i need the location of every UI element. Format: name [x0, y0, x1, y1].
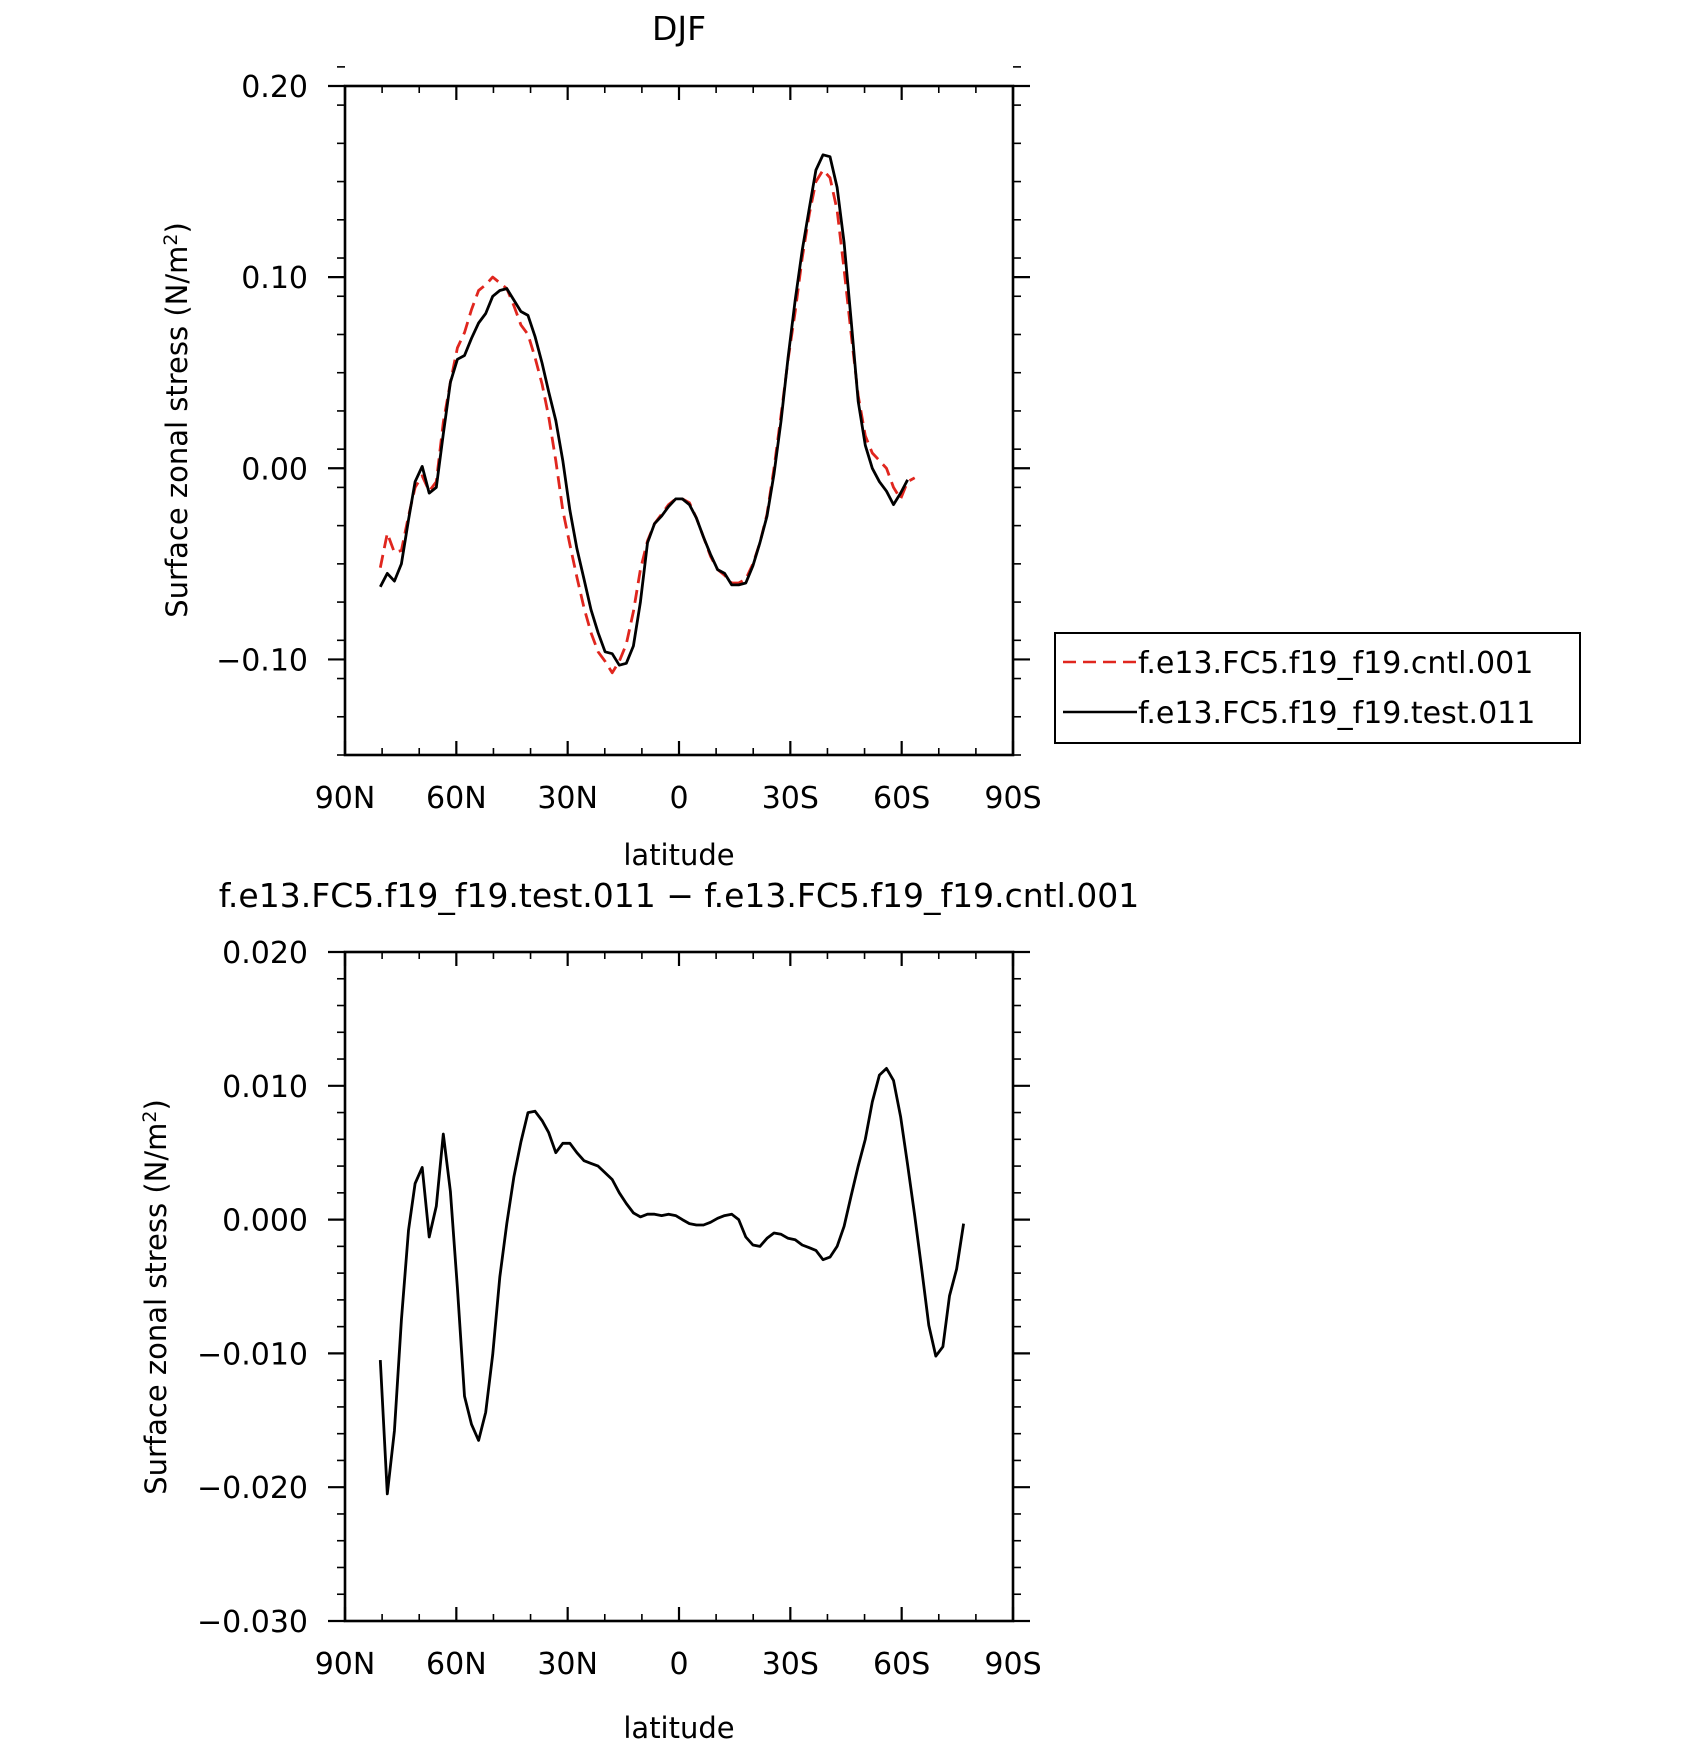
top-x-tick-label: 90N	[315, 781, 376, 816]
top-x-tick-label: 30N	[537, 781, 598, 816]
top-y-axis-label-superscript: 2	[160, 234, 182, 246]
top-y-axis-label-main: Surface zonal stress (N/m	[160, 246, 194, 618]
bottom-x-tick-label: 30N	[537, 1647, 598, 1682]
bottom-panel: f.e13.FC5.f19_f19.test.011 − f.e13.FC5.f…	[139, 876, 1139, 1745]
top-panel: DJF 90N 60N 30N 0 30S 60S 90S 0.20 0.10 0.00 −0.10…	[160, 9, 1581, 872]
top-y-tick-label: 0.20	[241, 70, 308, 105]
bottom-y-axis-label-close: )	[139, 1099, 173, 1110]
bottom-plot-area	[378, 1067, 965, 1496]
bottom-x-tick-label: 90N	[315, 1647, 376, 1682]
bottom-x-axis-label: latitude	[623, 1711, 734, 1745]
top-y-axis-label-close: )	[160, 222, 194, 233]
top-axes: 90N 60N 30N 0 30S 60S 90S 0.20 0.10 0.00 −0.10	[216, 66, 1042, 816]
bottom-y-axis-label-main: Surface zonal stress (N/m	[139, 1123, 173, 1495]
top-x-tick-label: 60S	[873, 781, 930, 816]
bottom-panel-title: f.e13.FC5.f19_f19.test.011 − f.e13.FC5.f…	[219, 876, 1140, 915]
legend: f.e13.FC5.f19_f19.cntl.001 f.e13.FC5.f19…	[1054, 632, 1581, 744]
legend-box	[1054, 632, 1581, 744]
bottom-y-tick-label: −0.010	[197, 1337, 308, 1372]
top-x-tick-label: 0	[669, 781, 688, 816]
bottom-y-tick-label: 0.000	[222, 1204, 308, 1239]
top-y-tick-label: −0.10	[216, 643, 308, 678]
bottom-y-tick-label: −0.030	[197, 1605, 308, 1640]
top-x-tick-label: 90S	[984, 781, 1041, 816]
top-series-line-test	[379, 153, 909, 667]
bottom-y-axis-label: Surface zonal stress (N/m2)	[139, 1099, 173, 1495]
bottom-y-tick-label: 0.010	[222, 1070, 308, 1105]
bottom-x-tick-label: 90S	[984, 1647, 1041, 1682]
top-plot-area	[378, 153, 916, 675]
top-x-tick-label: 60N	[426, 781, 487, 816]
top-x-axis-label: latitude	[623, 838, 734, 872]
top-y-tick-label: 0.00	[241, 452, 308, 487]
top-panel-title: DJF	[652, 9, 706, 48]
bottom-x-tick-label: 0	[669, 1647, 688, 1682]
bottom-x-tick-label: 60S	[873, 1647, 930, 1682]
bottom-series-line-difference	[378, 1067, 965, 1496]
legend-label-test: f.e13.FC5.f19_f19.test.011	[1138, 696, 1535, 731]
top-y-tick-label: 0.10	[241, 261, 308, 296]
bottom-y-axis-label-superscript: 2	[139, 1111, 161, 1123]
bottom-x-tick-label: 30S	[762, 1647, 819, 1682]
top-y-axis-label: Surface zonal stress (N/m2)	[160, 222, 194, 618]
bottom-axes: 90N 60N 30N 0 30S 60S 90S 0.020 0.010 0.000 −0.010…	[197, 936, 1042, 1682]
bottom-x-tick-label: 60N	[426, 1647, 487, 1682]
bottom-y-tick-label: 0.020	[222, 936, 308, 971]
bottom-y-tick-label: −0.020	[197, 1471, 308, 1506]
legend-label-cntl: f.e13.FC5.f19_f19.cntl.001	[1138, 646, 1533, 681]
top-x-tick-label: 30S	[762, 781, 819, 816]
